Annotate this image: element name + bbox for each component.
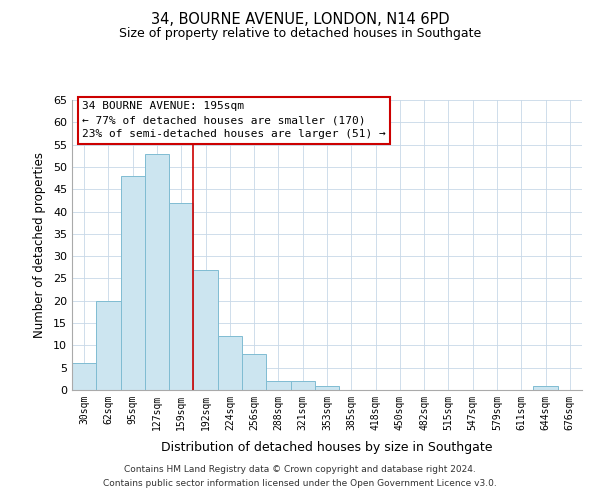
Y-axis label: Number of detached properties: Number of detached properties (33, 152, 46, 338)
Bar (242, 354, 266, 390)
Text: 34 BOURNE AVENUE: 195sqm
← 77% of detached houses are smaller (170)
23% of semi-: 34 BOURNE AVENUE: 195sqm ← 77% of detach… (82, 102, 386, 140)
Bar (169, 202, 193, 390)
Text: 34, BOURNE AVENUE, LONDON, N14 6PD: 34, BOURNE AVENUE, LONDON, N14 6PD (151, 12, 449, 28)
Bar (315, 386, 339, 390)
Bar (266, 381, 290, 390)
Bar (96, 301, 121, 390)
Bar (121, 176, 145, 390)
Bar (72, 363, 96, 390)
Bar (218, 336, 242, 390)
Bar (290, 381, 315, 390)
Bar (145, 154, 169, 390)
Bar (533, 386, 558, 390)
Bar (193, 270, 218, 390)
Text: Contains HM Land Registry data © Crown copyright and database right 2024.
Contai: Contains HM Land Registry data © Crown c… (103, 466, 497, 487)
Text: Size of property relative to detached houses in Southgate: Size of property relative to detached ho… (119, 28, 481, 40)
X-axis label: Distribution of detached houses by size in Southgate: Distribution of detached houses by size … (161, 441, 493, 454)
